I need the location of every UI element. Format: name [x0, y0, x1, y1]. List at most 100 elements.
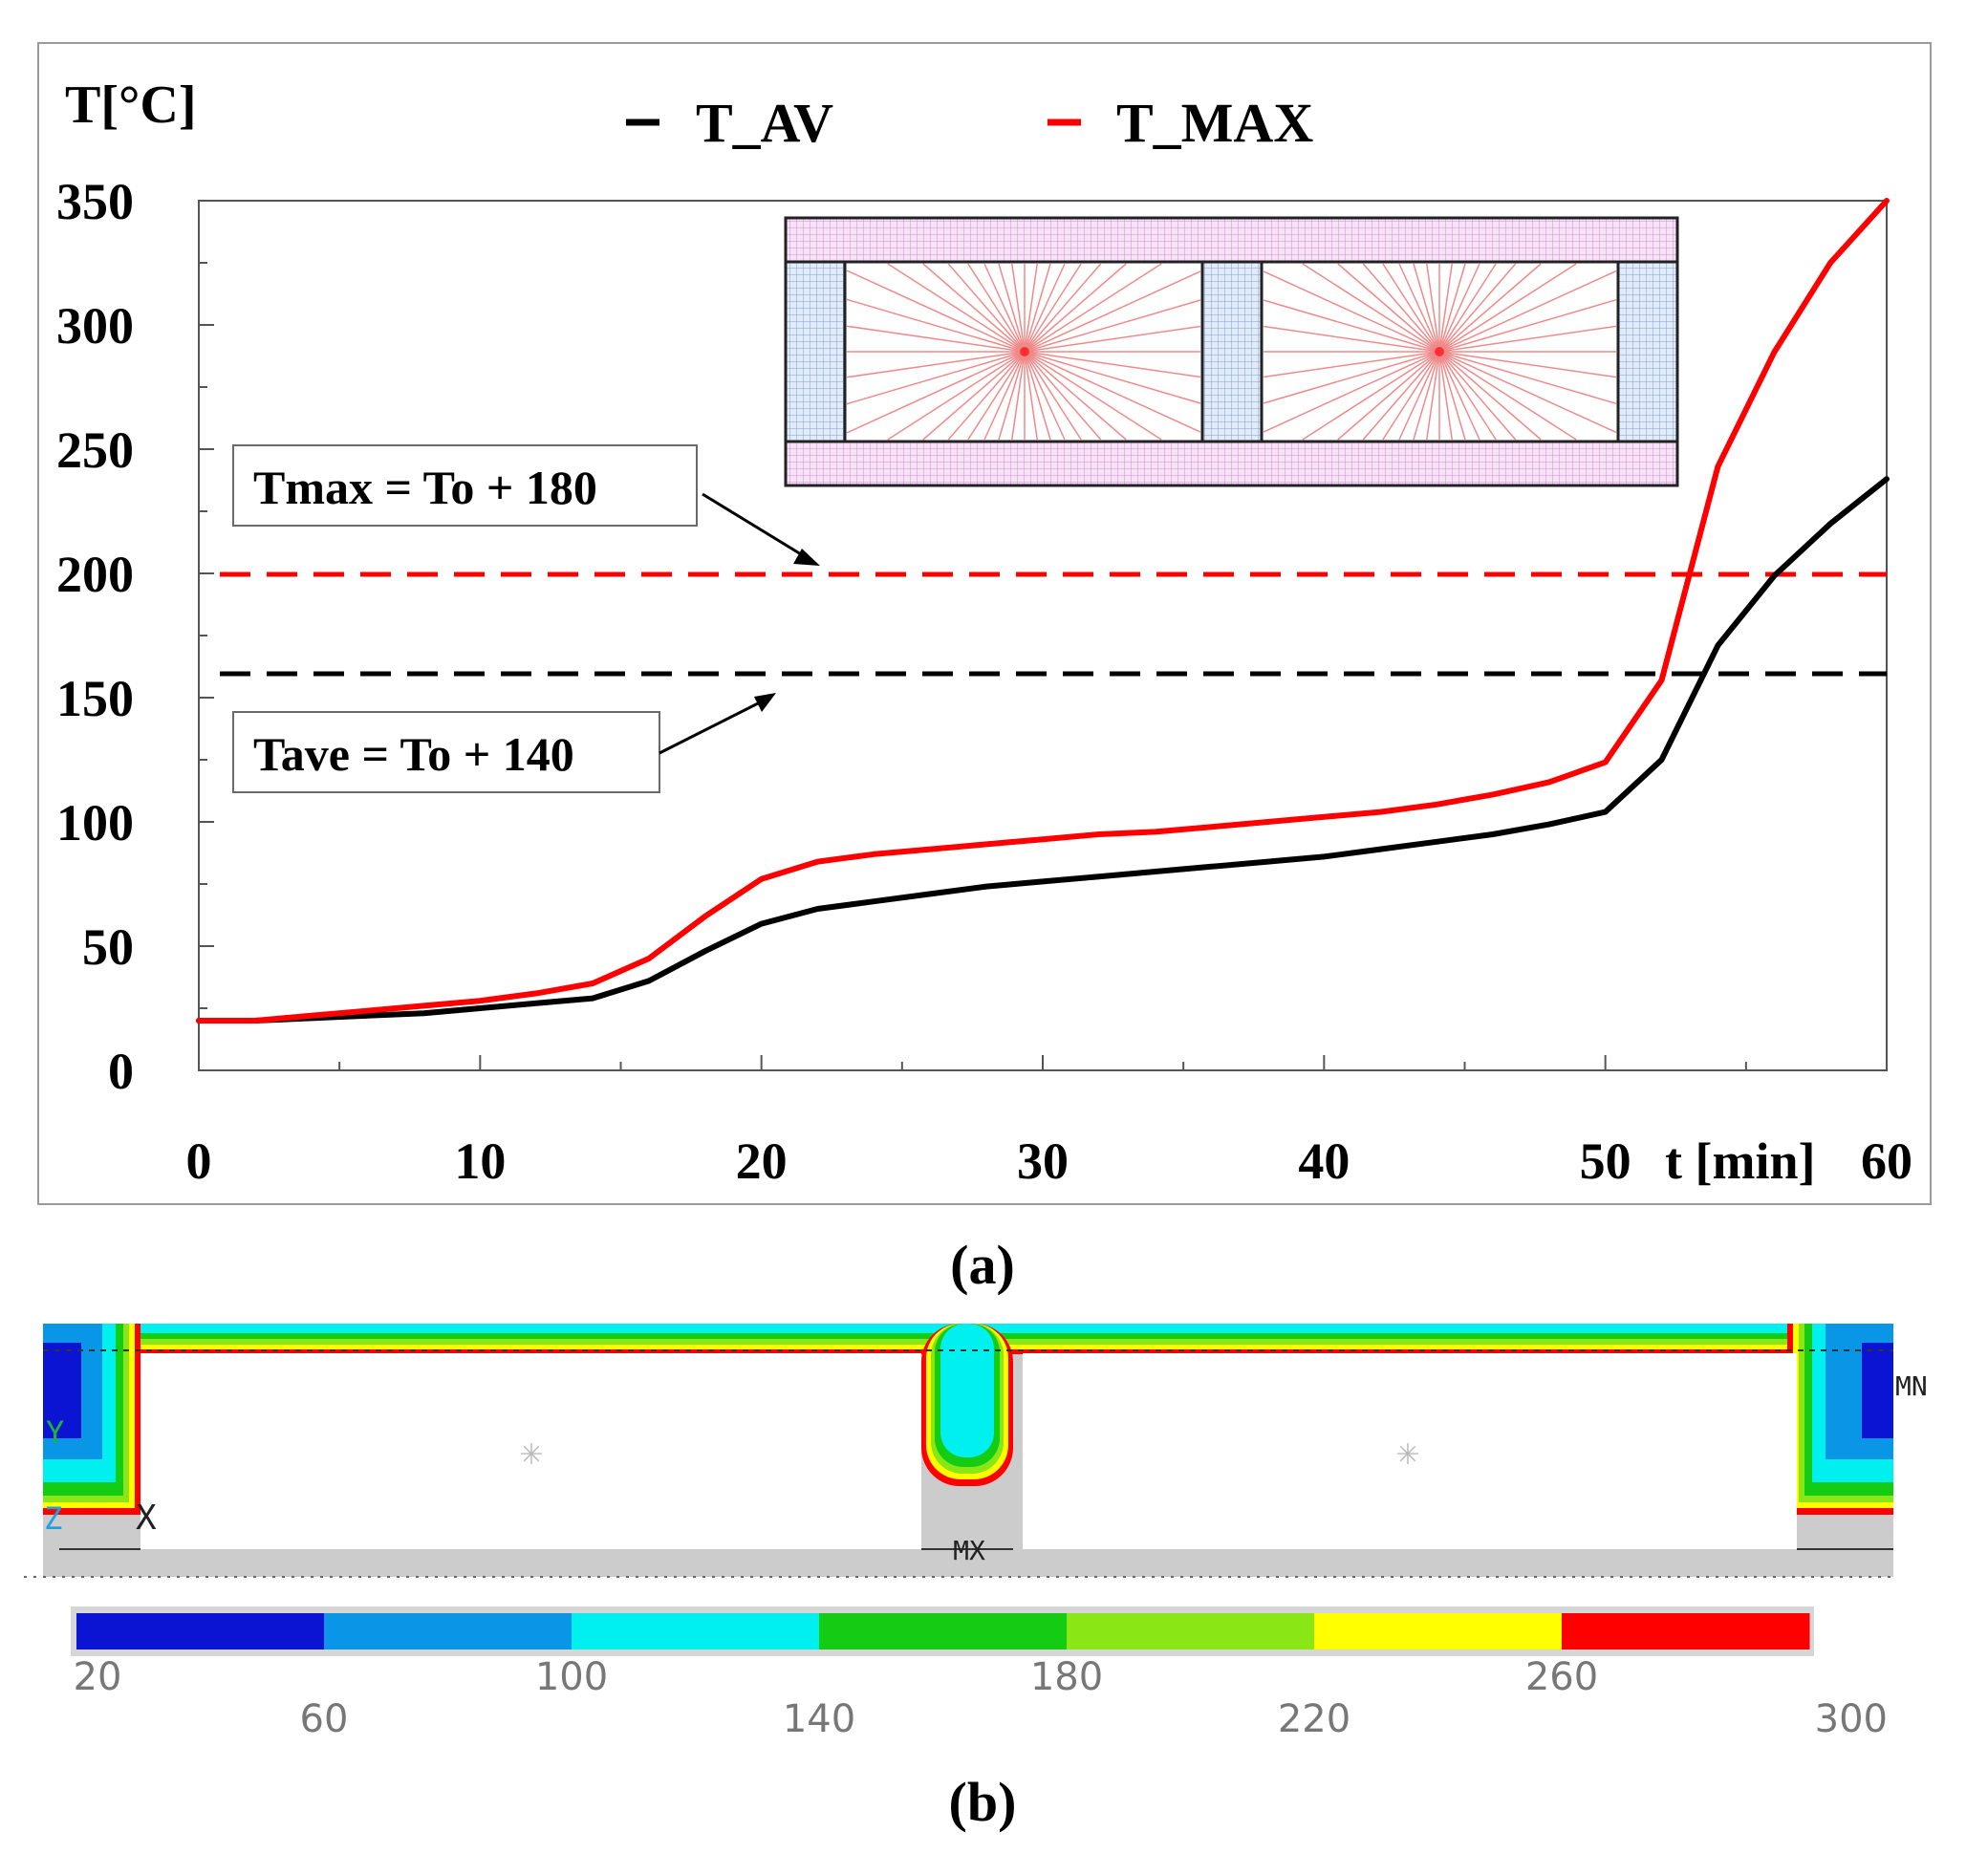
colorbar-labels: 20 60 100 140 180 220 260 300: [74, 1655, 1888, 1741]
inset-radiation-rays-right: [1263, 263, 1617, 441]
radiation-ray: [1024, 263, 1066, 353]
colorbar-tick-label: 100: [535, 1655, 608, 1699]
inset-source-left: [1020, 347, 1029, 356]
y-tick-label: 50: [82, 918, 134, 976]
radiation-ray: [1024, 270, 1201, 353]
series-line-t-av: [196, 476, 1890, 1024]
legend-label-t-max: T_MAX: [1116, 92, 1313, 154]
radiation-ray: [1398, 263, 1440, 353]
y-tick-label: 200: [56, 546, 134, 603]
annotation-tave: Tave = To + 140: [232, 693, 776, 793]
annotation-tmax-arrowhead: [793, 549, 820, 566]
radiation-ray: [1024, 263, 1127, 353]
colorbar-segment: [1562, 1613, 1810, 1650]
radiation-ray: [922, 263, 1026, 353]
colorbar-segment: [572, 1613, 820, 1650]
series-line-t-max: [196, 198, 1890, 1024]
inset-source-right: [1435, 347, 1444, 356]
panel-a-frame: [37, 42, 1932, 1205]
y-axis-ticks: 0 50 100 150 200 250 300 350: [56, 173, 214, 1100]
radiation-ray: [1398, 351, 1440, 441]
radiation-ray: [846, 351, 1026, 405]
radiation-ray: [1382, 351, 1440, 441]
x-tick-label: 60: [1861, 1132, 1912, 1190]
colorbar-tick-label: 300: [1815, 1697, 1888, 1741]
colorbar-segment: [324, 1613, 573, 1650]
radiation-ray: [1438, 351, 1577, 441]
radiation-ray: [983, 263, 1026, 353]
annotation-tmax-arrow: [702, 492, 807, 559]
radiation-ray: [1426, 351, 1440, 441]
legend: T_AV T_MAX: [626, 92, 1313, 154]
min-marker: MN: [1895, 1370, 1928, 1402]
colorbar-segment: [76, 1613, 325, 1650]
x-tick-label: 30: [1017, 1132, 1069, 1190]
y-tick-label: 0: [108, 1043, 134, 1100]
y-tick-label: 300: [56, 297, 134, 355]
radiation-ray: [1438, 351, 1480, 441]
radiation-ray: [1438, 351, 1617, 378]
inset-top-flange: [784, 216, 1679, 264]
annotation-tave-box: [232, 711, 660, 793]
colorbar: [76, 1613, 1810, 1650]
colorbar-tick-label: 60: [300, 1697, 349, 1741]
axis-marker-z: Z: [44, 1500, 62, 1537]
radiation-ray: [1302, 351, 1440, 441]
radiation-ray: [1263, 270, 1440, 353]
legend-label-t-av: T_AV: [696, 92, 833, 154]
radiation-ray: [1263, 351, 1440, 378]
radiation-ray: [1438, 298, 1617, 353]
radiation-ray: [1438, 263, 1542, 353]
radiation-ray: [1337, 351, 1440, 441]
colorbar-tick-label: 140: [783, 1697, 855, 1741]
y-tick-label: 250: [56, 421, 134, 479]
colorbar-segment: [819, 1613, 1068, 1650]
radiation-ray: [1024, 351, 1201, 378]
y-tick-label: 100: [56, 794, 134, 852]
radiation-ray: [1302, 263, 1440, 353]
radiation-ray: [1024, 263, 1162, 353]
radiation-ray: [1024, 351, 1162, 441]
y-tick-label: 150: [56, 670, 134, 727]
inset-mesh: [784, 216, 1679, 487]
panel-b-label: (b): [949, 1771, 1017, 1833]
radiation-ray: [846, 325, 1026, 353]
radiation-ray: [1263, 325, 1440, 353]
radiation-ray: [1438, 351, 1466, 441]
radiation-ray: [1024, 325, 1201, 353]
radiation-ray: [922, 351, 1026, 441]
radiation-ray: [1438, 351, 1497, 441]
radiation-ray: [1413, 351, 1440, 441]
colorbar-tick-label: 180: [1030, 1655, 1103, 1699]
inset-web-middle: [1200, 260, 1264, 443]
radiation-ray: [846, 351, 1026, 378]
radiation-ray: [1024, 351, 1051, 441]
annotation-tave-arrowhead: [754, 693, 776, 712]
radiation-ray: [998, 351, 1026, 441]
inset-bottom-flange: [784, 440, 1679, 487]
inset-radiation-rays-left: [846, 263, 1201, 441]
radiation-ray: [1024, 263, 1051, 353]
radiation-ray: [967, 263, 1026, 353]
radiation-ray: [1438, 351, 1517, 441]
radiation-ray: [1362, 263, 1440, 353]
radiation-ray: [1263, 351, 1440, 433]
annotation-tave-label: Tave = To + 140: [253, 727, 574, 781]
radiation-ray: [1011, 351, 1026, 441]
radiation-ray: [1024, 299, 1201, 353]
inset-web-right: [1616, 260, 1679, 443]
radiation-ray: [846, 351, 1026, 434]
annotation-tmax: Tmax = To + 180: [232, 444, 820, 566]
max-marker: MX: [953, 1535, 985, 1566]
x-axis-title: t [min]: [1665, 1132, 1815, 1190]
x-tick-label: 20: [736, 1132, 788, 1190]
contour-bands: [43, 1324, 1893, 1515]
radiation-ray: [1263, 351, 1440, 404]
colorbar-segment: [1067, 1613, 1315, 1650]
radiation-ray: [1024, 263, 1082, 353]
radiation-ray: [1024, 351, 1082, 441]
inset-web-left: [784, 260, 847, 443]
center-marker-left: ✳: [519, 1438, 543, 1472]
y-axis-title: T[°C]: [65, 75, 196, 135]
